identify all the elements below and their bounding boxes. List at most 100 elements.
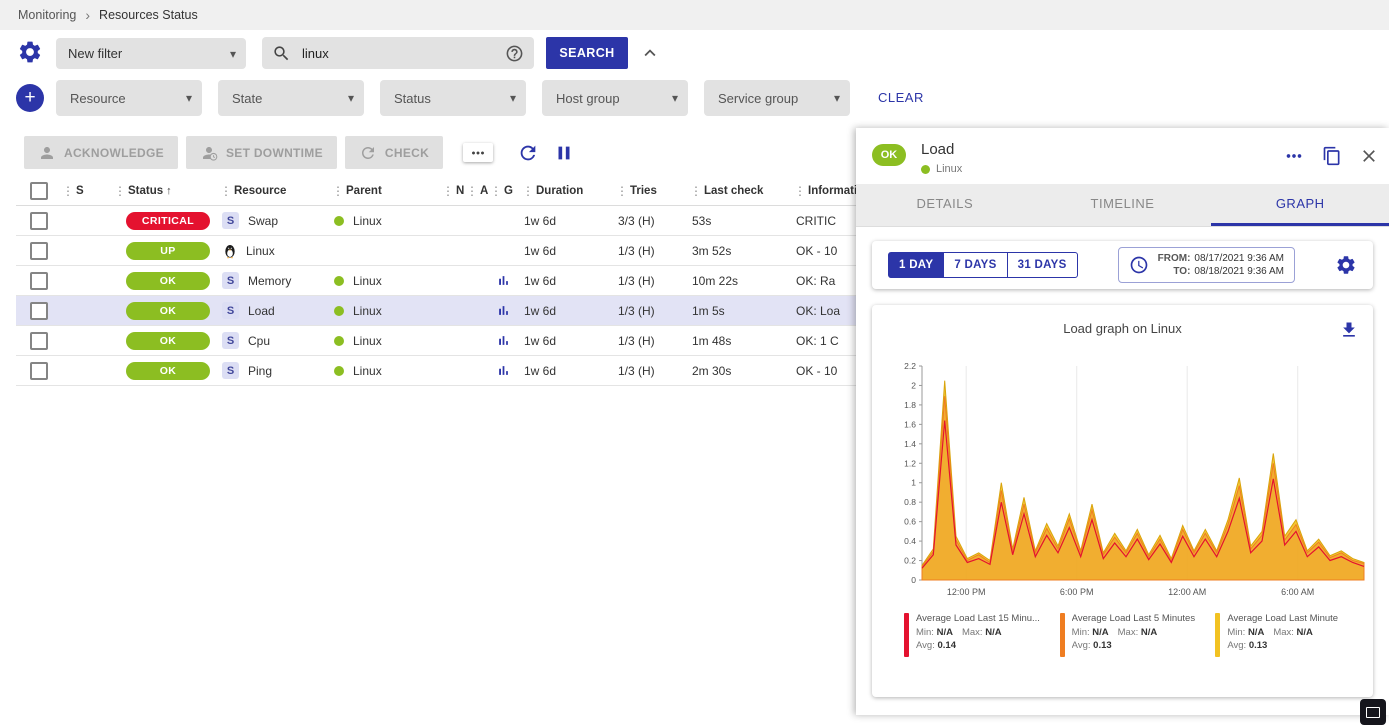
select-all-checkbox[interactable] bbox=[30, 181, 48, 200]
table-row[interactable]: OK S Cpu Linux 1w 6d 1/3 (H) 1m 48s OK: 1 C bbox=[16, 326, 856, 356]
search-help-icon[interactable] bbox=[505, 44, 524, 63]
table-row[interactable]: OK S Ping Linux 1w 6d 1/3 (H) 2m 30s OK - 10 bbox=[16, 356, 856, 386]
svg-text:6:00 PM: 6:00 PM bbox=[1060, 587, 1094, 597]
export-graph-button[interactable] bbox=[1339, 320, 1359, 340]
column-grip-icon[interactable]: ⋮ bbox=[466, 183, 478, 198]
panel-subtitle[interactable]: Linux bbox=[936, 163, 963, 175]
collapse-filters-button[interactable] bbox=[639, 42, 661, 64]
column-grip-icon[interactable]: ⋮ bbox=[114, 183, 126, 198]
select-all-cell[interactable] bbox=[16, 176, 62, 205]
filter-chip-service-group[interactable]: Service group ▾ bbox=[704, 80, 850, 116]
column-header-a[interactable]: ⋮ A bbox=[466, 183, 489, 198]
tab-details[interactable]: DETAILS bbox=[916, 196, 974, 211]
column-header-n[interactable]: ⋮ N bbox=[442, 183, 465, 198]
row-select-cell[interactable] bbox=[16, 326, 62, 355]
acknowledge-button[interactable]: ACKNOWLEDGE bbox=[24, 136, 178, 169]
filter-chip-state[interactable]: State ▾ bbox=[218, 80, 364, 116]
refresh-button[interactable] bbox=[517, 142, 539, 164]
resource-name[interactable]: Load bbox=[248, 303, 275, 318]
graph-title: Load graph on Linux bbox=[1063, 321, 1182, 336]
resource-name[interactable]: Linux bbox=[246, 243, 275, 258]
resource-name[interactable]: Ping bbox=[248, 363, 273, 378]
search-button[interactable]: SEARCH bbox=[546, 37, 628, 69]
column-header-g[interactable]: ⋮ G bbox=[490, 183, 513, 198]
graph-icon[interactable] bbox=[496, 363, 511, 378]
copy-link-button[interactable] bbox=[1322, 146, 1342, 166]
range-31-days-button[interactable]: 31 DAYS bbox=[1006, 252, 1078, 278]
column-header-duration[interactable]: ⋮ Duration bbox=[522, 183, 584, 198]
parent-name[interactable]: Linux bbox=[353, 213, 382, 228]
check-button[interactable]: CHECK bbox=[344, 136, 444, 169]
column-header-status[interactable]: ⋮ Status ↑ bbox=[114, 183, 172, 198]
filter-settings-button[interactable] bbox=[17, 39, 43, 65]
column-grip-icon[interactable]: ⋮ bbox=[62, 183, 74, 198]
date-range-picker[interactable]: FROM: 08/17/2021 9:36 AM TO: 08/18/2021 9:… bbox=[1117, 247, 1295, 283]
graph-icon[interactable] bbox=[496, 333, 511, 348]
search-box[interactable] bbox=[262, 37, 534, 69]
close-panel-button[interactable] bbox=[1359, 146, 1379, 166]
graph-settings-button[interactable] bbox=[1335, 254, 1357, 276]
row-checkbox[interactable] bbox=[30, 241, 48, 260]
row-select-cell[interactable] bbox=[16, 356, 62, 385]
row-select-cell[interactable] bbox=[16, 266, 62, 295]
filter-chip-host-group[interactable]: Host group ▾ bbox=[542, 80, 688, 116]
table-row[interactable]: UP Linux 1w 6d 1/3 (H) 3m 52s OK - 10 bbox=[16, 236, 856, 266]
parent-name[interactable]: Linux bbox=[353, 303, 382, 318]
column-grip-icon[interactable]: ⋮ bbox=[220, 183, 232, 198]
graph-icon[interactable] bbox=[496, 273, 511, 288]
legend-item[interactable]: Average Load Last 15 Minu... Min: N/A Max:… bbox=[904, 613, 1052, 657]
column-grip-icon[interactable]: ⋮ bbox=[522, 183, 534, 198]
panel-more-button[interactable] bbox=[1283, 145, 1305, 167]
clear-filters-button[interactable]: CLEAR bbox=[878, 90, 924, 105]
legend-item[interactable]: Average Load Last 5 Minutes Min: N/A Max: … bbox=[1059, 613, 1208, 657]
column-grip-icon[interactable]: ⋮ bbox=[442, 183, 454, 198]
filter-chip-resource[interactable]: Resource ▾ bbox=[56, 80, 202, 116]
row-select-cell[interactable] bbox=[16, 206, 62, 235]
parent-name[interactable]: Linux bbox=[353, 273, 382, 288]
legend-color-swatch bbox=[1215, 613, 1221, 657]
column-header-information[interactable]: ⋮Information bbox=[794, 183, 856, 198]
graph-icon[interactable] bbox=[496, 303, 511, 318]
add-filter-button[interactable]: + bbox=[16, 84, 44, 112]
row-checkbox[interactable] bbox=[30, 211, 48, 230]
row-checkbox[interactable] bbox=[30, 271, 48, 290]
pause-autorefresh-button[interactable] bbox=[553, 142, 575, 164]
tab-timeline[interactable]: TIMELINE bbox=[1090, 196, 1155, 211]
row-checkbox[interactable] bbox=[30, 331, 48, 350]
parent-name[interactable]: Linux bbox=[353, 363, 382, 378]
column-grip-icon[interactable]: ⋮ bbox=[616, 183, 628, 198]
filter-chip-status[interactable]: Status ▾ bbox=[380, 80, 526, 116]
column-header-last-check[interactable]: ⋮ Last check bbox=[690, 183, 764, 198]
load-graph[interactable]: 0 0.2 0.4 0.6 0.8 1 1.2 1.4 1.6 1.8 2 2.2 12:00 PM 6:… bbox=[886, 352, 1367, 613]
range-1-day-button[interactable]: 1 DAY bbox=[888, 252, 945, 278]
column-grip-icon[interactable]: ⋮ bbox=[690, 183, 702, 198]
column-header-parent[interactable]: ⋮ Parent bbox=[332, 183, 382, 198]
table-row[interactable]: OK S Memory Linux 1w 6d 1/3 (H) 10m 22s OK: Ra bbox=[16, 266, 856, 296]
column-grip-icon[interactable]: ⋮ bbox=[490, 183, 502, 198]
filter-preset-select[interactable]: New filter ▾ bbox=[56, 38, 246, 69]
column-header-s[interactable]: ⋮ S bbox=[62, 183, 84, 198]
set-downtime-button[interactable]: SET DOWNTIME bbox=[185, 136, 337, 169]
chat-widget-button[interactable] bbox=[1360, 699, 1386, 725]
row-select-cell[interactable] bbox=[16, 296, 62, 325]
column-header-resource[interactable]: ⋮ Resource bbox=[220, 183, 287, 198]
search-input[interactable] bbox=[300, 44, 496, 62]
parent-name[interactable]: Linux bbox=[353, 333, 382, 348]
table-row[interactable]: CRITICAL S Swap Linux 1w 6d 3/3 (H) 53s CRITIC bbox=[16, 206, 856, 236]
row-checkbox[interactable] bbox=[30, 301, 48, 320]
column-grip-icon[interactable]: ⋮ bbox=[794, 183, 806, 198]
time-range-segmented-control: 1 DAY 7 DAYS 31 DAYS bbox=[888, 252, 1078, 278]
resource-name[interactable]: Memory bbox=[248, 273, 292, 288]
column-header-tries[interactable]: ⋮ Tries bbox=[616, 183, 657, 198]
column-grip-icon[interactable]: ⋮ bbox=[332, 183, 344, 198]
row-checkbox[interactable] bbox=[30, 361, 48, 380]
tab-graph[interactable]: GRAPH bbox=[1211, 184, 1389, 226]
range-7-days-button[interactable]: 7 DAYS bbox=[943, 252, 1008, 278]
legend-item[interactable]: Average Load Last Minute Min: N/A Max: N/A… bbox=[1215, 613, 1363, 657]
breadcrumb-item-monitoring[interactable]: Monitoring bbox=[18, 8, 77, 22]
more-actions-button[interactable] bbox=[463, 143, 494, 162]
resource-name[interactable]: Cpu bbox=[248, 333, 271, 348]
row-select-cell[interactable] bbox=[16, 236, 62, 265]
table-row[interactable]: OK S Load Linux 1w 6d 1/3 (H) 1m 5s OK: Loa bbox=[16, 296, 856, 326]
resource-name[interactable]: Swap bbox=[248, 213, 279, 228]
